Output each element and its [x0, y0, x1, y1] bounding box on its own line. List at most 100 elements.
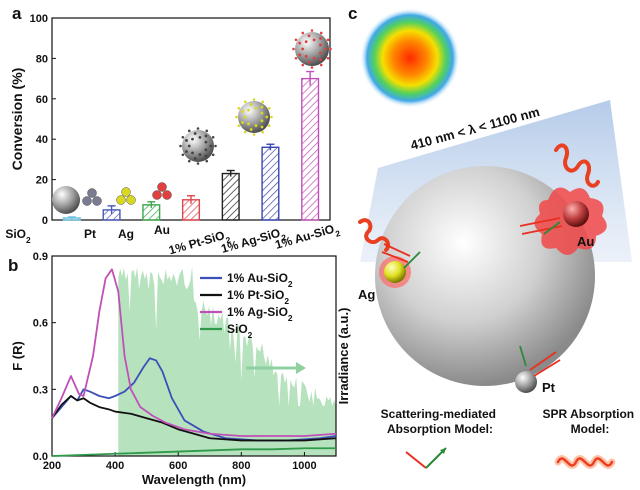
- surface-nanoparticle: [310, 66, 314, 69]
- surface-nanoparticle: [324, 47, 327, 51]
- irradiance-spectrum: [118, 266, 337, 456]
- surface-nanoparticle: [179, 144, 182, 148]
- surface-nanoparticle: [196, 127, 200, 130]
- surface-nanoparticle: [214, 144, 217, 148]
- x-tick-label: 400: [106, 460, 124, 472]
- surface-nanoparticle: [187, 159, 191, 163]
- incident-ray: [381, 251, 409, 263]
- surface-nanoparticle: [204, 148, 208, 152]
- surface-nanoparticle: [187, 129, 191, 133]
- y-tick-label: 0.9: [33, 251, 48, 263]
- surface-nanoparticle: [260, 119, 264, 123]
- y-tick-label: 0.6: [33, 318, 48, 330]
- legend-label: SiO2: [227, 322, 253, 340]
- light-source-icon: [360, 8, 460, 108]
- surface-nanoparticle: [304, 40, 308, 44]
- surface-nanoparticle: [193, 157, 197, 160]
- surface-nanoparticle: [204, 154, 208, 158]
- x-tick-label: 200: [43, 460, 61, 472]
- series-line: [51, 447, 336, 457]
- surface-nanoparticle: [307, 60, 311, 64]
- surface-nanoparticle: [260, 111, 264, 115]
- series-line: [51, 357, 337, 442]
- pt-label: Pt: [542, 380, 556, 395]
- surface-nanoparticle: [181, 135, 185, 139]
- y-tick-label: 20: [36, 175, 48, 187]
- x-tick-label: 1000: [292, 460, 316, 472]
- surface-nanoparticle: [319, 58, 322, 62]
- surface-nanoparticle: [211, 135, 215, 139]
- surface-nanoparticle: [301, 31, 305, 35]
- surface-nanoparticle: [312, 38, 316, 42]
- legend-label: 1% Ag-SiO2: [227, 305, 293, 323]
- surface-nanoparticle: [243, 100, 247, 104]
- legend-label: 1% Pt-SiO2: [227, 288, 289, 306]
- surface-nanoparticle: [243, 115, 247, 119]
- surface-nanoparticle: [294, 56, 298, 60]
- surface-nanoparticle: [247, 108, 250, 112]
- surface-nanoparticle: [307, 34, 311, 38]
- ag-label: Ag: [358, 287, 375, 302]
- surface-nanoparticle: [304, 54, 308, 58]
- x-axis-label: Wavelength (nm): [142, 472, 246, 487]
- x-tick-label: 600: [169, 460, 187, 472]
- scattered-ray: [519, 345, 527, 367]
- panel-label-c: c: [348, 4, 357, 23]
- nanoparticle-cluster-icon: [121, 187, 131, 197]
- surface-nanoparticle: [191, 137, 194, 141]
- incident-ray: [519, 217, 561, 227]
- surface-nanoparticle: [319, 31, 323, 35]
- nanoparticle-cluster-icon: [152, 190, 162, 200]
- surface-nanoparticle: [249, 128, 253, 131]
- x-tick-label: 800: [232, 460, 250, 472]
- surface-nanoparticle: [241, 110, 244, 113]
- surface-nanoparticle: [249, 103, 253, 106]
- plot-frame: [51, 255, 337, 457]
- surface-nanoparticle: [191, 151, 194, 155]
- scattering-model-label: Scattering-mediated Absorption Model:: [381, 407, 500, 436]
- surface-nanoparticle: [319, 43, 322, 47]
- spr-model-label: SPR Absorption Model:: [543, 407, 638, 436]
- surface-nanoparticle: [301, 47, 305, 51]
- surface-nanoparticle: [205, 129, 209, 133]
- incident-ray: [533, 359, 561, 377]
- nanoparticle-cluster-icon: [87, 188, 97, 198]
- category-label: Pt: [84, 227, 96, 241]
- surface-nanoparticle: [298, 41, 302, 45]
- nanoparticle-cluster-icon: [92, 196, 102, 206]
- y-tick-label: 40: [36, 134, 48, 146]
- scattering-model-icon: [405, 447, 447, 469]
- surface-nanoparticle: [198, 153, 202, 156]
- surface-nanoparticle: [211, 153, 215, 157]
- surface-nanoparticle: [265, 115, 269, 119]
- surface-nanoparticle: [185, 150, 188, 153]
- y-tick-label: 0: [42, 215, 48, 227]
- category-label: Ag: [118, 227, 134, 241]
- bar: [221, 172, 240, 221]
- surface-nanoparticle: [196, 162, 200, 165]
- surface-nanoparticle: [254, 107, 258, 110]
- surface-nanoparticle: [310, 29, 314, 32]
- surface-nanoparticle: [301, 63, 305, 67]
- au-particle: Au: [519, 143, 607, 255]
- y-axis-label-right: Irradiance (a.u.): [336, 308, 351, 405]
- y-tick-label: 0.0: [33, 451, 48, 463]
- y-tick-label: 80: [36, 53, 48, 65]
- surface-nanoparticle: [237, 124, 241, 128]
- au-label: Au: [577, 234, 594, 249]
- pt-particle: Pt: [515, 345, 561, 395]
- bar: [261, 146, 280, 221]
- y-axis-label: Conversion (%): [9, 68, 25, 171]
- y-axis-label: F (R): [10, 341, 25, 371]
- surface-nanoparticle: [312, 56, 316, 60]
- irradiance-arrow-head: [296, 362, 306, 374]
- incident-ray: [529, 351, 557, 371]
- series-line: [51, 395, 337, 442]
- nanoparticle-cluster-icon: [82, 196, 92, 206]
- supported-particle-icon: [182, 130, 214, 162]
- surface-nanoparticle: [260, 105, 264, 109]
- category-label: SiO2: [5, 227, 31, 245]
- nanoparticle-cluster-icon: [162, 190, 172, 200]
